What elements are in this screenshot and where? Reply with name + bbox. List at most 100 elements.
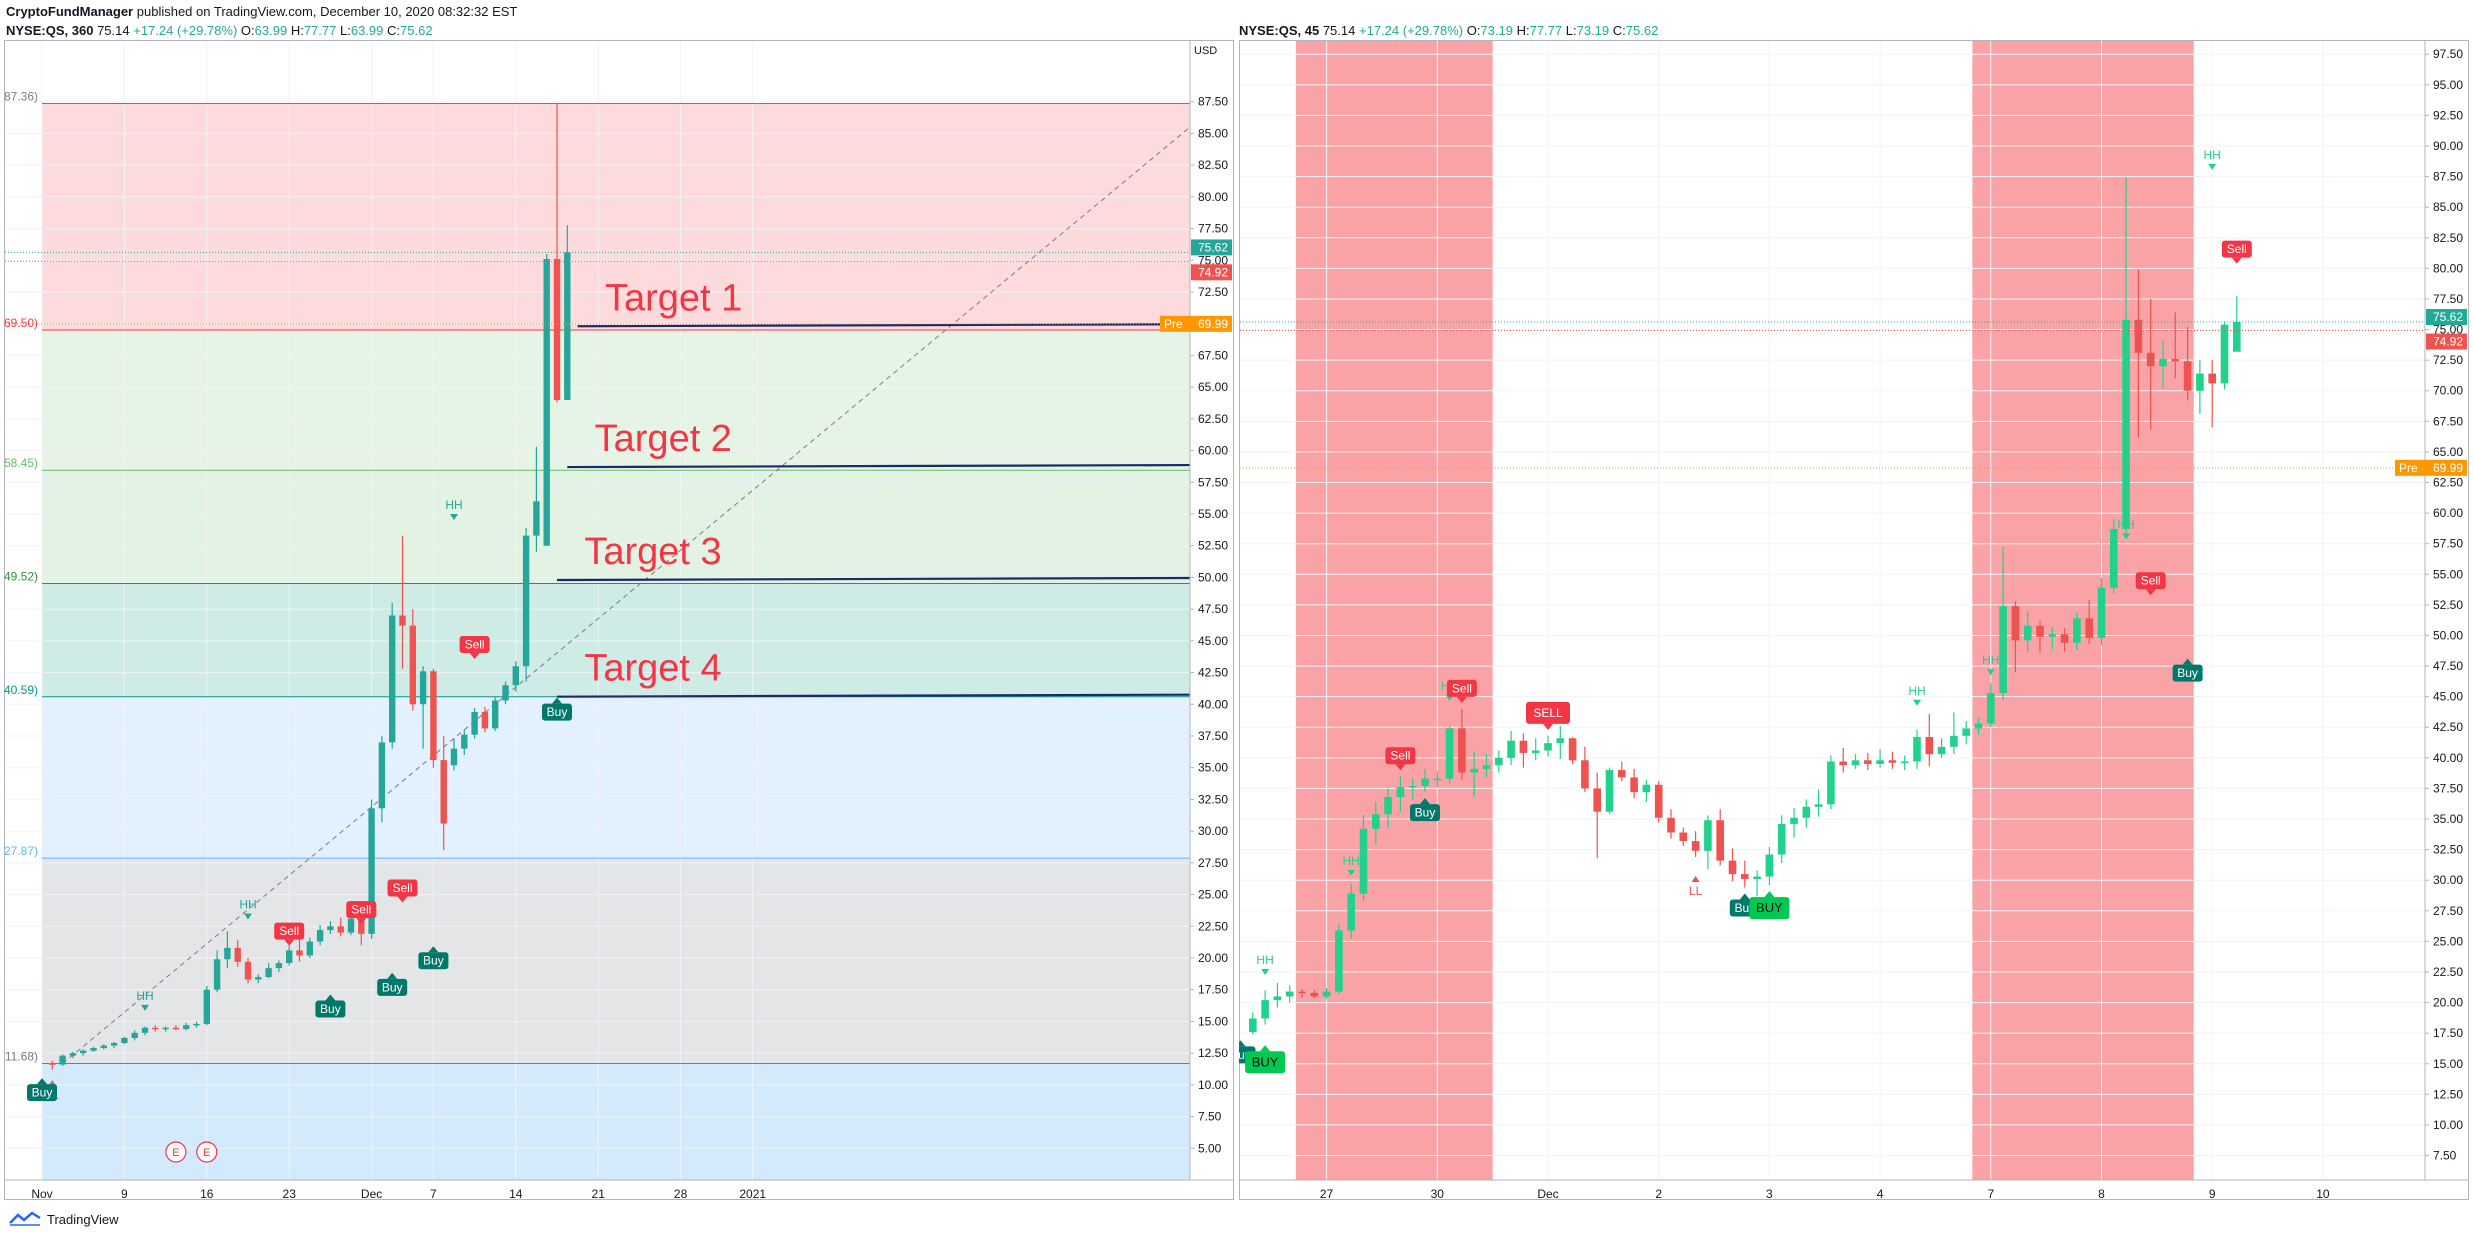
- price-tick-label: 72.50: [1198, 285, 1228, 299]
- left-symbol[interactable]: NYSE:QS, 360: [6, 23, 94, 38]
- candle: [358, 918, 365, 934]
- candle: [193, 1023, 200, 1026]
- candle: [1827, 761, 1835, 805]
- candle: [1777, 823, 1786, 855]
- candle: [450, 748, 458, 766]
- candle: [1740, 874, 1749, 879]
- price-tick-label: 95.00: [2433, 78, 2463, 92]
- price-tick-label: 77.50: [2433, 292, 2463, 306]
- candle: [492, 700, 499, 729]
- left-close: 75.62: [400, 23, 433, 38]
- sell-pointer: [469, 652, 480, 659]
- sell-pointer: [2145, 589, 2156, 596]
- price-tick-label: 77.50: [1198, 222, 1228, 236]
- candle: [399, 615, 406, 626]
- candle: [1494, 757, 1503, 766]
- target-label: Target 3: [584, 531, 721, 573]
- hh-label: HH: [239, 898, 256, 912]
- buy-pointer: [2182, 658, 2193, 665]
- price-label: 75.62: [2433, 310, 2463, 324]
- currency-label: USD: [1194, 45, 1217, 57]
- candle: [1667, 817, 1675, 833]
- right-symbol[interactable]: NYSE:QS, 45: [1239, 23, 1320, 38]
- price-tick-label: 7.50: [1198, 1110, 1222, 1124]
- fib-level-label: 786(27.87): [4, 844, 38, 858]
- left-high: 77.77: [303, 23, 337, 38]
- fib-zone: [42, 470, 1190, 584]
- price-tick-label: 40.00: [1198, 697, 1228, 711]
- price-tick-label: 85.00: [2433, 200, 2463, 214]
- sell-pointer: [1395, 764, 1406, 771]
- sell-label: Sell: [351, 903, 371, 917]
- fib-level-label: 382(58.45): [4, 456, 38, 470]
- sell-label: SELL: [1533, 706, 1563, 720]
- target-label: Target 2: [595, 418, 732, 460]
- price-tick-label: 47.50: [2433, 659, 2463, 673]
- price-tick-label: 80.00: [1198, 190, 1228, 204]
- price-tick-label: 67.50: [1198, 348, 1228, 362]
- left-legend: NYSE:QS, 360 75.14 +17.24 (+29.78%) O:63…: [6, 23, 433, 38]
- candle: [1900, 761, 1909, 764]
- price-tick-label: 25.00: [1198, 888, 1228, 902]
- candle: [471, 711, 478, 735]
- buy-pointer: [1764, 891, 1775, 898]
- price-tick-label: 42.50: [1198, 666, 1228, 680]
- time-tick-label: 7: [1987, 1187, 1994, 1200]
- price-tick-label: 5.00: [1198, 1141, 1222, 1155]
- candle: [2097, 587, 2106, 638]
- earnings-icon: [196, 1141, 218, 1163]
- candle: [1531, 750, 1540, 753]
- candle: [2232, 321, 2241, 352]
- price-tick-label: 35.00: [2433, 812, 2463, 826]
- right-chart[interactable]: HHHHHHHHHHHHHHLLBuyBuyBuyBuySellSellSell…: [1239, 40, 2469, 1200]
- candle: [1371, 814, 1380, 829]
- candle: [1654, 784, 1663, 818]
- candle: [121, 1037, 128, 1043]
- candle: [1876, 760, 1884, 764]
- price-tick-label: 40.00: [2433, 751, 2463, 765]
- right-legend: NYSE:QS, 45 75.14 +17.24 (+29.78%) O:73.…: [1239, 23, 1659, 38]
- price-tick-label: 85.00: [1198, 126, 1228, 140]
- right-close: 75.62: [1625, 23, 1659, 38]
- candle: [1814, 804, 1823, 807]
- tradingview-footer[interactable]: TradingView: [8, 1211, 119, 1227]
- candle: [265, 968, 272, 978]
- price-tick-label: 65.00: [2433, 445, 2463, 459]
- candle: [2220, 324, 2229, 384]
- price-tick-label: 82.50: [1198, 158, 1228, 172]
- time-tick-label: 2021: [739, 1187, 766, 1200]
- candle: [1765, 854, 1774, 877]
- time-tick-label: 4: [1877, 1187, 1884, 1200]
- candle: [1617, 770, 1626, 778]
- buy-label: BUY: [1756, 900, 1783, 915]
- price-tick-label: 97.50: [2433, 47, 2463, 61]
- hh-label: HH: [2117, 517, 2134, 531]
- sell-label: Sell: [465, 637, 485, 651]
- left-chart[interactable]: 0(87.36) 236(69.50) 382(58.45) 0.5(49.52) 61…: [4, 40, 1234, 1200]
- buy-badge: [1245, 1051, 1286, 1074]
- candle: [2122, 319, 2130, 530]
- price-tick-label: 50.00: [1198, 570, 1228, 584]
- buy-pointer: [37, 1078, 47, 1085]
- candle: [1347, 893, 1356, 931]
- price-tick-label: 17.50: [1198, 983, 1228, 997]
- candle: [1937, 746, 1946, 755]
- candle: [1298, 991, 1306, 994]
- price-tick-label: 52.50: [2433, 598, 2463, 612]
- sell-pointer: [1456, 696, 1467, 703]
- right-high: 77.77: [1529, 23, 1563, 38]
- author-name[interactable]: CryptoFundManager: [6, 4, 134, 19]
- buy-badge: [2172, 664, 2203, 682]
- pre-tag: Pre: [1164, 317, 1183, 331]
- candle: [1605, 770, 1614, 812]
- time-tick-label: 7: [430, 1187, 437, 1200]
- fib-zone: [42, 1063, 1190, 1180]
- buy-label: Buy: [2177, 666, 2198, 680]
- time-tick-label: Dec: [361, 1187, 382, 1200]
- fib-zone: [42, 330, 1190, 471]
- sell-badge: [2221, 240, 2252, 258]
- candle: [327, 926, 334, 931]
- price-tick-label: 25.00: [2433, 934, 2463, 948]
- price-tick-label: 60.00: [1198, 444, 1228, 458]
- buy-label: Buy: [382, 980, 403, 994]
